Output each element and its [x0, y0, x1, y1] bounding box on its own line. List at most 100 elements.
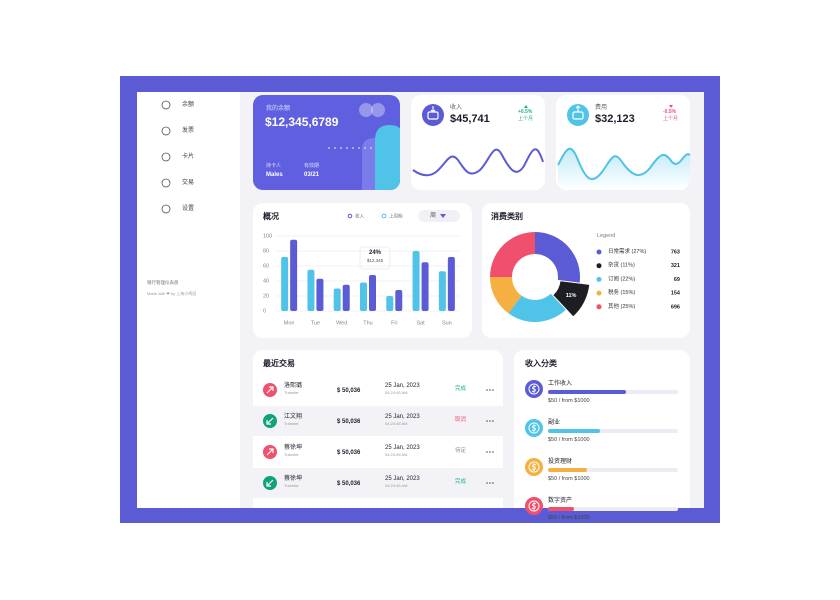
category-icon-glyph [531, 385, 537, 393]
transaction-amount: $ 50,036 [337, 450, 361, 456]
expiry: 03/21 [304, 172, 320, 178]
tooltip [359, 246, 391, 270]
legend-marker [381, 213, 387, 219]
balance-amount: $12,345,6789 [265, 115, 339, 129]
progress-bar [548, 468, 587, 472]
transaction-date: 25 Jan, 2023 [385, 476, 420, 482]
down-arrow [669, 105, 673, 108]
footer-title: 银行管理仪表盘 [147, 280, 179, 285]
period-dropdown[interactable] [418, 210, 460, 222]
y-tick-label: 80 [263, 248, 269, 254]
pie-slice [553, 281, 590, 317]
y-tick-label: 20 [263, 293, 269, 299]
category-amount: $50 / from $1000 [548, 437, 590, 443]
category-icon-glyph [531, 463, 537, 471]
y-tick-label: 60 [263, 263, 269, 269]
legend-name: 杂货 [608, 261, 620, 269]
bar [438, 271, 446, 311]
more-dot[interactable] [486, 482, 488, 484]
more-dot[interactable] [486, 389, 488, 391]
menu-icon [161, 100, 171, 110]
income-change: +0.5% [518, 109, 533, 115]
legend-label: 税务 (15%) [608, 289, 635, 297]
transaction-amount: $ 50,036 [337, 481, 361, 487]
footer-credit: Made with ❤ by 上海小鸡冠 [147, 291, 197, 296]
menu-item[interactable]: 卡片 [182, 154, 195, 160]
legend-marker [596, 249, 602, 255]
transaction-arrow [266, 386, 274, 394]
bar [281, 257, 289, 311]
legend-label: 订阅 (22%) [608, 275, 635, 283]
transaction-type: Transfer [284, 452, 299, 457]
progress-bar [548, 507, 574, 511]
income-label: 收入 [450, 105, 463, 111]
x-tick-label: Thu [363, 320, 372, 326]
more-dot[interactable] [489, 451, 491, 453]
more-dot[interactable] [489, 389, 491, 391]
more-dot[interactable] [492, 389, 494, 391]
menu-icon [161, 126, 171, 136]
income-icon [422, 104, 444, 126]
expense-icon [567, 104, 589, 126]
legend-marker [347, 213, 353, 219]
tooltip-amount: $12,345 [366, 258, 384, 263]
legend-label: 收入 [355, 213, 364, 220]
menu-item[interactable]: 余额 [182, 102, 195, 108]
transaction-amount: $ 50,036 [337, 419, 361, 425]
bar [369, 275, 376, 311]
balance-label: 我的余额 [266, 106, 291, 112]
legend-name: 税务 [608, 289, 620, 297]
transaction-time: 04:24:45 AM [385, 483, 408, 488]
transaction-name: 洛熙璐 [284, 383, 303, 389]
menu-item[interactable]: 设置 [182, 206, 195, 212]
menu-item[interactable]: 发票 [182, 128, 195, 134]
category-icon-ring [528, 422, 540, 434]
x-tick-label: Sun [442, 320, 452, 326]
category-icon-ring [528, 461, 540, 473]
up-arrow [524, 105, 528, 108]
expense-sparkline [557, 147, 691, 181]
more-dot[interactable] [486, 420, 488, 422]
bar [307, 269, 315, 311]
pie-slice [535, 232, 580, 283]
transaction-date: 25 Jan, 2023 [385, 414, 420, 420]
expense-amount: $32,123 [595, 113, 635, 125]
income-sparkline [412, 148, 544, 177]
transaction-date: 25 Jan, 2023 [385, 445, 420, 451]
income-period: 上个月 [518, 116, 534, 122]
legend-percent: (22%) [621, 277, 636, 283]
transaction-amount: $ 50,036 [337, 388, 361, 394]
more-dot[interactable] [492, 482, 494, 484]
transaction-status: 完成 [455, 479, 467, 485]
legend-label: 上周期 [389, 213, 403, 220]
category-name: 数字资产 [548, 498, 573, 504]
x-tick-label: Tue [311, 320, 320, 326]
bar [421, 262, 429, 311]
transaction-time: 04:24:45 AM [385, 390, 408, 395]
more-dot[interactable] [486, 451, 488, 453]
more-dot[interactable] [492, 420, 494, 422]
transaction-name: 江文翔 [284, 414, 303, 420]
more-dot[interactable] [489, 482, 491, 484]
category-title: 消费类别 [491, 212, 523, 221]
legend-amount: 696 [671, 304, 680, 310]
menu-item[interactable]: 交易 [182, 180, 195, 186]
period-label[interactable]: 周 [430, 213, 437, 219]
row-background [253, 468, 503, 498]
card-decoration [328, 103, 400, 190]
expense-period: 上个月 [663, 116, 679, 122]
transaction-type: Transfer [284, 390, 299, 395]
dropdown-caret [440, 214, 446, 218]
progress-bar [548, 390, 626, 394]
more-dot[interactable] [489, 420, 491, 422]
transaction-status: 待定 [455, 448, 467, 454]
overview-title: 概况 [263, 212, 279, 221]
menu-icon [161, 178, 171, 188]
y-tick-label: 0 [263, 308, 266, 314]
more-dot[interactable] [492, 451, 494, 453]
bar [360, 282, 367, 311]
y-tick-label: 40 [263, 278, 269, 284]
legend-label: 日常需求 (27%) [608, 247, 646, 255]
transaction-arrow [266, 417, 274, 425]
